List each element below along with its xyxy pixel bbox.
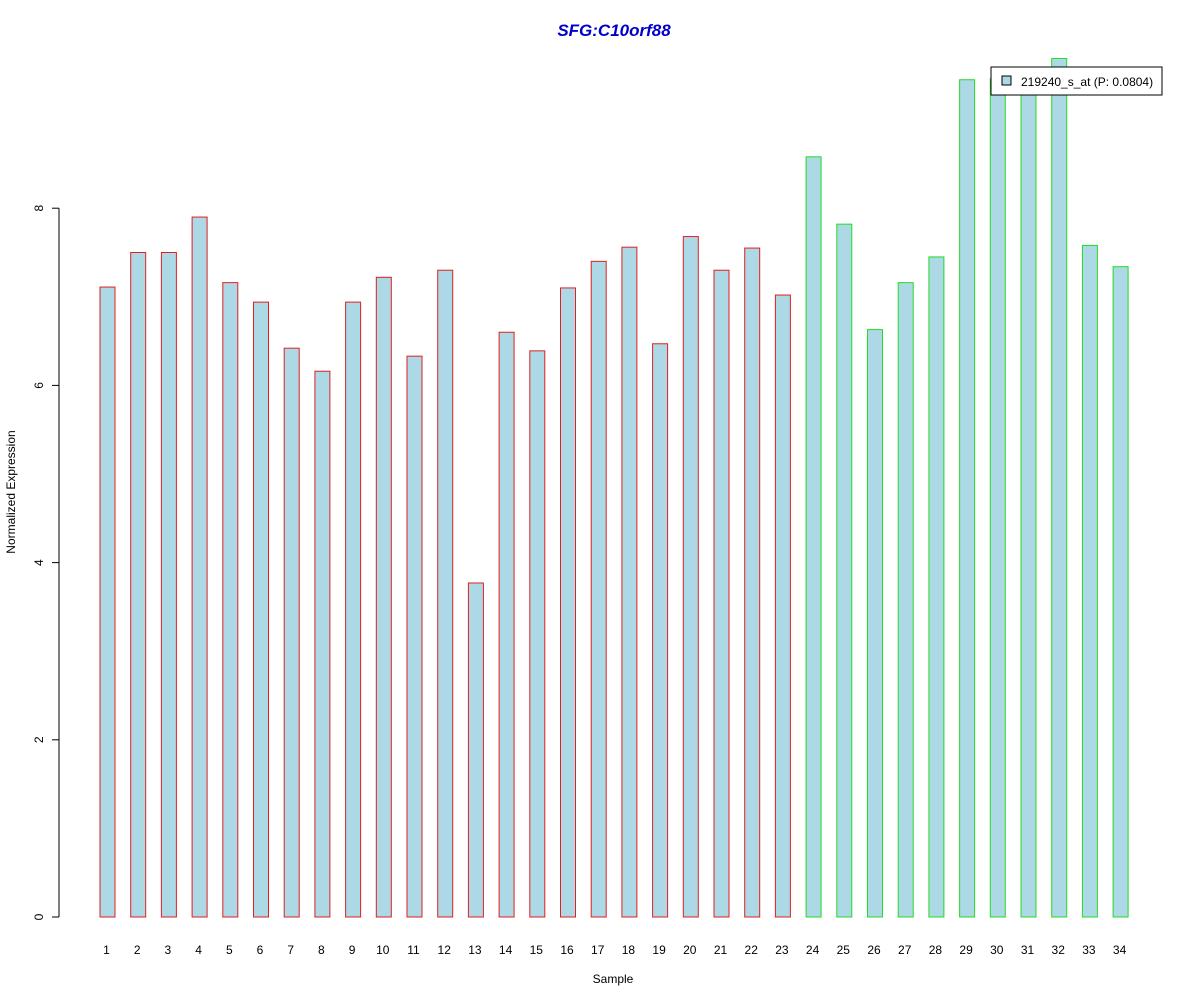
bar-sample-15: [529, 350, 546, 918]
x-tick-label: 8: [318, 943, 325, 957]
y-tick-label: 8: [32, 205, 46, 212]
bar-sample-22: [744, 247, 761, 918]
bar-sample-33: [1081, 244, 1098, 918]
chart-title: SFG:C10orf88: [557, 21, 671, 40]
x-tick-label: 1: [103, 943, 110, 957]
bar-sample-31: [1020, 78, 1037, 918]
bar-sample-27: [897, 282, 914, 918]
y-tick-label: 4: [32, 559, 46, 566]
y-tick-label: 2: [32, 736, 46, 743]
x-tick-label: 22: [745, 943, 759, 957]
bar-sample-26: [867, 329, 883, 918]
x-tick-label: 19: [652, 943, 666, 957]
x-tick-label: 6: [257, 943, 264, 957]
x-tick-label: 3: [165, 943, 172, 957]
x-tick-label: 14: [499, 943, 513, 957]
x-tick-label: 23: [775, 943, 789, 957]
x-tick-label: 29: [959, 943, 973, 957]
x-tick-label: 28: [929, 943, 943, 957]
bar-sample-20: [682, 236, 699, 918]
x-tick-label: 30: [990, 943, 1004, 957]
bar-sample-16: [560, 287, 576, 918]
bar-sample-19: [652, 343, 669, 918]
bar-sample-13: [467, 582, 484, 918]
x-tick-label: 18: [622, 943, 636, 957]
bar-sample-28: [928, 256, 945, 918]
y-axis: 0 2 4 6 8: [32, 205, 60, 920]
bar-sample-2: [130, 252, 147, 918]
legend-box: [990, 66, 1163, 96]
x-tick-label: 16: [560, 943, 574, 957]
bar-sample-1: [99, 286, 116, 918]
bar-sample-34: [1112, 266, 1129, 918]
x-tick-label: 10: [376, 943, 390, 957]
x-tick-label: 27: [898, 943, 912, 957]
bar-sample-25: [836, 223, 853, 918]
bar-sample-8: [314, 370, 331, 918]
x-tick-label: 2: [134, 943, 141, 957]
legend-swatch: [1001, 75, 1012, 86]
x-tick-label: 11: [407, 943, 420, 957]
bar-sample-5: [222, 282, 239, 918]
bar-sample-3: [160, 252, 177, 918]
x-tick-label: 17: [591, 943, 605, 957]
bar-sample-7: [283, 347, 300, 918]
bar-sample-29: [959, 79, 976, 918]
x-tick-label: 24: [806, 943, 820, 957]
x-tick-label: 21: [714, 943, 728, 957]
x-tick-label: 33: [1082, 943, 1096, 957]
x-tick-label: 15: [530, 943, 544, 957]
legend-label: 219240_s_at (P: 0.0804): [1021, 75, 1153, 89]
bar-sample-32: [1051, 57, 1068, 918]
bar-sample-11: [406, 355, 423, 918]
bar-sample-4: [191, 216, 208, 918]
y-axis-title: Normalized Expression: [4, 430, 18, 553]
x-tick-label: 25: [837, 943, 851, 957]
bar-sample-24: [805, 156, 822, 918]
bar-sample-30: [989, 78, 1006, 918]
x-tick-labels: 1 2 3 4 5 6 7 8 9 10 11 12 13 14 15 16 17 18 19 20 21 22 23 24 2…: [103, 943, 1126, 957]
x-tick-label: 32: [1052, 943, 1066, 957]
bar-sample-17: [590, 260, 607, 918]
x-tick-label: 34: [1113, 943, 1127, 957]
x-tick-label: 26: [867, 943, 881, 957]
x-tick-label: 31: [1021, 943, 1035, 957]
y-tick-label: 6: [32, 382, 46, 389]
x-tick-label: 20: [683, 943, 697, 957]
x-tick-label: 7: [287, 943, 294, 957]
bar-sample-14: [498, 331, 515, 918]
bar-sample-23: [774, 294, 791, 918]
x-tick-label: 5: [226, 943, 233, 957]
x-axis-title: Sample: [593, 972, 634, 986]
x-tick-label: 13: [468, 943, 482, 957]
x-tick-label: 12: [438, 943, 452, 957]
bar-sample-18: [621, 246, 638, 918]
y-tick-label: 0: [32, 913, 46, 920]
bar-sample-21: [713, 269, 730, 918]
bar-sample-12: [437, 269, 454, 918]
bar-sample-6: [253, 301, 269, 918]
bar-sample-10: [375, 276, 392, 918]
bars-group: [99, 57, 1129, 918]
legend: 219240_s_at (P: 0.0804): [990, 66, 1163, 96]
x-tick-label: 4: [195, 943, 202, 957]
bar-sample-9: [345, 301, 362, 918]
x-tick-label: 9: [349, 943, 356, 957]
